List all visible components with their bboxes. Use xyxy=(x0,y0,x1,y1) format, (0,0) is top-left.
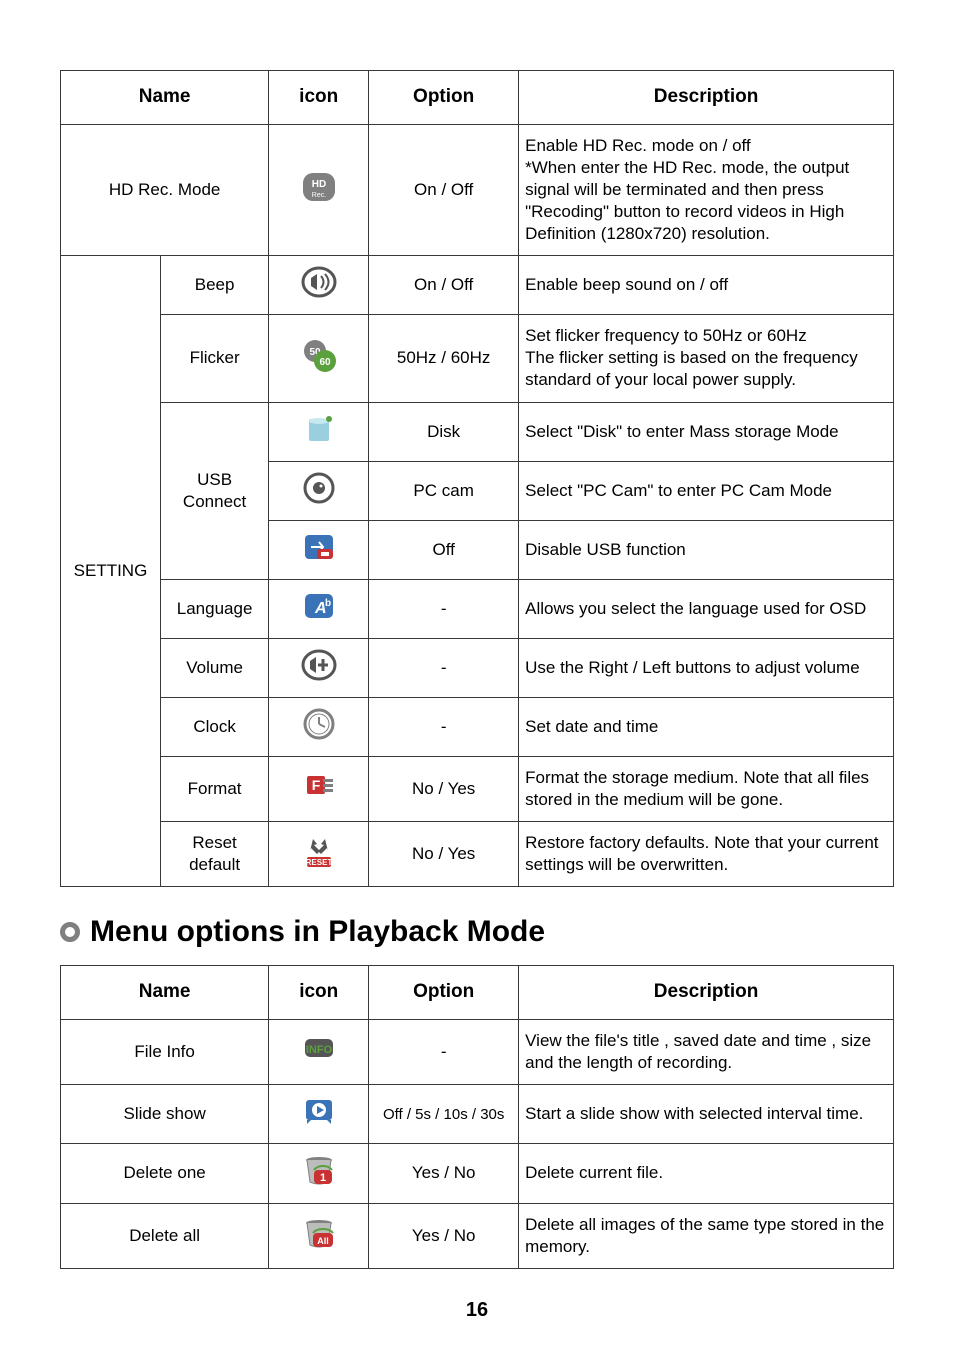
beep-icon xyxy=(269,256,369,315)
pc-cam-icon xyxy=(269,461,369,520)
row-description: Set date and time xyxy=(519,698,894,757)
row-description: Disable USB function xyxy=(519,520,894,579)
table-header-row: Name icon Option Description xyxy=(61,71,894,125)
info-icon: INFO xyxy=(269,1020,369,1085)
table-row: Delete all All Yes / No Delete all image… xyxy=(61,1203,894,1268)
clock-icon xyxy=(269,698,369,757)
row-description: Start a slide show with selected interva… xyxy=(519,1085,894,1144)
row-name: Slide show xyxy=(61,1085,269,1144)
svg-text:Rec.: Rec. xyxy=(312,192,326,199)
row-option: Yes / No xyxy=(369,1144,519,1203)
row-option: Disk xyxy=(369,402,519,461)
row-name: Language xyxy=(160,579,268,638)
table-row: Format F No / Yes Format the storage med… xyxy=(61,757,894,822)
row-description: Enable HD Rec. mode on / off*When enter … xyxy=(519,124,894,255)
row-option: No / Yes xyxy=(369,757,519,822)
row-name: HD Rec. Mode xyxy=(61,124,269,255)
th-name: Name xyxy=(61,71,269,125)
th-icon: icon xyxy=(269,71,369,125)
row-option: Off / 5s / 10s / 30s xyxy=(369,1085,519,1144)
row-name: USBConnect xyxy=(160,402,268,579)
table-row: Flicker 50 60 50Hz / 60Hz Set flicker fr… xyxy=(61,315,894,402)
setting-group-label: SETTING xyxy=(61,256,161,887)
delete-all-icon: All xyxy=(269,1203,369,1268)
row-name: Delete one xyxy=(61,1144,269,1203)
svg-text:RESET: RESET xyxy=(305,858,332,867)
row-option: No / Yes xyxy=(369,822,519,887)
row-description: Format the storage medium. Note that all… xyxy=(519,757,894,822)
table-header-row: Name icon Option Description xyxy=(61,966,894,1020)
svg-text:INFO: INFO xyxy=(306,1044,333,1056)
row-option: On / Off xyxy=(369,124,519,255)
language-icon: A b xyxy=(269,579,369,638)
row-description: Select "Disk" to enter Mass storage Mode xyxy=(519,402,894,461)
row-description: Select "PC Cam" to enter PC Cam Mode xyxy=(519,461,894,520)
disk-icon xyxy=(269,402,369,461)
row-option: 50Hz / 60Hz xyxy=(369,315,519,402)
row-description: Allows you select the language used for … xyxy=(519,579,894,638)
section-heading: Menu options in Playback Mode xyxy=(90,915,545,949)
page-container: Name icon Option Description HD Rec. Mod… xyxy=(0,0,954,1362)
table-row: SETTING Beep On / Off Enable beep sound … xyxy=(61,256,894,315)
row-description: Restore factory defaults. Note that your… xyxy=(519,822,894,887)
row-name: Flicker xyxy=(160,315,268,402)
row-name: File Info xyxy=(61,1020,269,1085)
table-row: HD Rec. Mode HD Rec. On / Off Enable HD … xyxy=(61,124,894,255)
table-row: USBConnect Disk Select "Disk" to enter M… xyxy=(61,402,894,461)
svg-text:All: All xyxy=(317,1236,329,1246)
svg-text:b: b xyxy=(325,598,331,609)
delete-one-icon: 1 xyxy=(269,1144,369,1203)
table-row: File Info INFO - View the file's title ,… xyxy=(61,1020,894,1085)
hd-rec-icon: HD Rec. xyxy=(269,124,369,255)
format-icon: F xyxy=(269,757,369,822)
flicker-icon: 50 60 xyxy=(269,315,369,402)
volume-icon xyxy=(269,638,369,697)
row-option: - xyxy=(369,638,519,697)
row-name: Beep xyxy=(160,256,268,315)
table-row: Volume - Use the Right / Left buttons to… xyxy=(61,638,894,697)
table-row: Delete one 1 Yes / No Delete current fil… xyxy=(61,1144,894,1203)
table-row: Slide show Off / 5s / 10s / 30s Start a … xyxy=(61,1085,894,1144)
row-option: Yes / No xyxy=(369,1203,519,1268)
th-description: Description xyxy=(519,71,894,125)
svg-text:60: 60 xyxy=(319,357,331,368)
table-row: Language A b - Allows you select the lan… xyxy=(61,579,894,638)
row-description: Enable beep sound on / off xyxy=(519,256,894,315)
row-description: Use the Right / Left buttons to adjust v… xyxy=(519,638,894,697)
settings-table: Name icon Option Description HD Rec. Mod… xyxy=(60,70,894,887)
th-option: Option xyxy=(369,71,519,125)
section-heading-row: Menu options in Playback Mode xyxy=(60,915,894,949)
row-option: Off xyxy=(369,520,519,579)
table-row: Reset default RESET No / Yes Restore fac… xyxy=(61,822,894,887)
usb-off-icon xyxy=(269,520,369,579)
reset-icon: RESET xyxy=(269,822,369,887)
slideshow-icon xyxy=(269,1085,369,1144)
row-option: - xyxy=(369,579,519,638)
row-name: Format xyxy=(160,757,268,822)
table-row: Clock - Set date and time xyxy=(61,698,894,757)
svg-text:HD: HD xyxy=(311,179,325,190)
th-name: Name xyxy=(61,966,269,1020)
playback-table: Name icon Option Description File Info I… xyxy=(60,965,894,1268)
th-description: Description xyxy=(519,966,894,1020)
row-name: Volume xyxy=(160,638,268,697)
row-description: Delete current file. xyxy=(519,1144,894,1203)
row-option: On / Off xyxy=(369,256,519,315)
bullet-icon xyxy=(60,922,80,942)
row-option: - xyxy=(369,1020,519,1085)
row-option: PC cam xyxy=(369,461,519,520)
th-icon: icon xyxy=(269,966,369,1020)
row-name: Reset default xyxy=(160,822,268,887)
row-description: View the file's title , saved date and t… xyxy=(519,1020,894,1085)
row-name: Clock xyxy=(160,698,268,757)
row-name: Delete all xyxy=(61,1203,269,1268)
row-description: Set flicker frequency to 50Hz or 60HzThe… xyxy=(519,315,894,402)
svg-text:F: F xyxy=(311,777,320,793)
page-number: 16 xyxy=(60,1299,894,1322)
row-description: Delete all images of the same type store… xyxy=(519,1203,894,1268)
svg-text:1: 1 xyxy=(320,1172,326,1184)
th-option: Option xyxy=(369,966,519,1020)
row-option: - xyxy=(369,698,519,757)
